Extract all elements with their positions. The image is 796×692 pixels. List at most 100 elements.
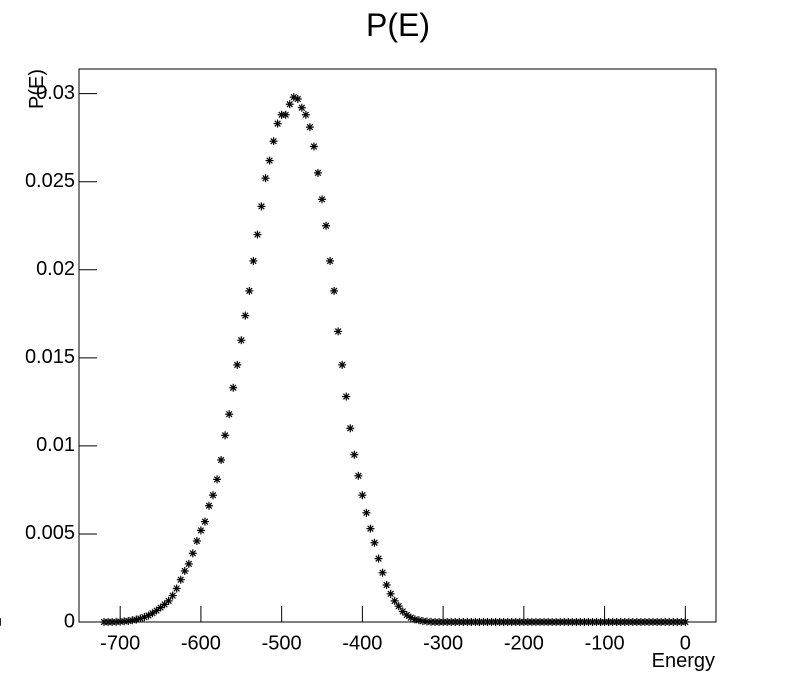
- data-point: [334, 327, 343, 336]
- data-point: [402, 610, 411, 619]
- marker-stroke: [193, 537, 201, 545]
- data-point: [200, 517, 209, 526]
- data-point: [168, 591, 177, 600]
- data-point: [342, 392, 351, 401]
- marker-stroke: [330, 287, 338, 295]
- marker-stroke: [286, 100, 293, 108]
- marker-stroke: [270, 137, 277, 145]
- data-point: [217, 455, 226, 464]
- data-point: [261, 174, 270, 183]
- marker-stroke: [318, 196, 326, 203]
- marker-stroke: [149, 609, 156, 617]
- marker-stroke: [298, 104, 306, 111]
- marker-stroke: [201, 518, 209, 525]
- data-point: [152, 606, 161, 615]
- data-point: [156, 603, 165, 612]
- data-point: [293, 94, 302, 103]
- data-point: [568, 618, 577, 626]
- marker-stroke: [250, 257, 257, 265]
- marker-stroke: [387, 590, 394, 598]
- data-point: [192, 536, 201, 545]
- marker-stroke: [189, 550, 197, 557]
- marker-stroke: [314, 169, 322, 177]
- data-point: [576, 618, 585, 626]
- x-tick-label: -700: [100, 632, 140, 654]
- data-point: [225, 410, 234, 419]
- marker-stroke: [258, 203, 265, 210]
- data-point: [269, 137, 278, 146]
- y-tick-label: 0.03: [36, 82, 75, 104]
- marker-stroke: [153, 607, 160, 614]
- data-point: [330, 286, 339, 295]
- y-axis-label: P(E): [26, 69, 48, 109]
- data-point: [180, 566, 189, 575]
- data-point: [350, 450, 359, 459]
- data-point: [233, 360, 242, 369]
- marker-stroke: [391, 597, 398, 605]
- marker-stroke: [242, 312, 249, 319]
- x-tick-label: -100: [585, 632, 625, 654]
- marker-stroke: [165, 597, 172, 605]
- data-point: [297, 103, 306, 112]
- data-point: [221, 431, 230, 440]
- x-tick-label: -300: [423, 632, 463, 654]
- data-point: [184, 559, 193, 568]
- marker-stroke: [310, 143, 318, 150]
- data-point: [273, 119, 282, 128]
- marker-stroke: [209, 491, 217, 499]
- marker-stroke: [129, 617, 136, 624]
- marker-stroke: [229, 384, 237, 391]
- marker-stroke: [133, 616, 140, 623]
- data-point: [370, 538, 379, 547]
- data-point: [188, 549, 197, 558]
- marker-stroke: [290, 93, 297, 101]
- marker-stroke: [351, 451, 358, 458]
- data-point: [265, 156, 274, 165]
- marker-stroke: [359, 491, 366, 499]
- marker-stroke: [383, 581, 390, 589]
- chart-title: P(E): [366, 7, 430, 43]
- x-tick-label: -600: [181, 632, 221, 654]
- data-point: [172, 584, 181, 593]
- x-tick-label: -200: [504, 632, 544, 654]
- marker-stroke: [197, 527, 205, 534]
- data-point: [209, 491, 218, 500]
- data-point: [338, 360, 347, 369]
- marker-stroke: [266, 157, 273, 164]
- data-point: [281, 110, 290, 119]
- data-point: [164, 596, 173, 605]
- data-point: [148, 609, 157, 618]
- y-tick-label: 0.025: [25, 170, 75, 192]
- marker-stroke: [322, 222, 330, 229]
- data-point: [237, 336, 246, 345]
- marker-stroke: [169, 592, 176, 599]
- data-point: [301, 110, 310, 119]
- plot-frame: [78, 68, 717, 623]
- marker-stroke: [363, 509, 370, 517]
- data-point: [354, 471, 363, 480]
- marker-stroke: [302, 111, 310, 119]
- data-point: [313, 168, 322, 177]
- x-axis-label: Energy: [652, 650, 715, 672]
- marker-stroke: [355, 472, 362, 480]
- data-point: [681, 618, 690, 626]
- data-point: [358, 491, 367, 500]
- data-point: [394, 602, 403, 611]
- data-point: [213, 475, 222, 484]
- marker-stroke: [407, 614, 415, 621]
- marker-stroke: [343, 393, 350, 400]
- marker-stroke: [334, 328, 342, 335]
- y-tick-label: 0: [64, 610, 75, 632]
- data-point: [318, 195, 327, 204]
- marker-stroke: [246, 287, 253, 295]
- marker-stroke: [274, 120, 281, 127]
- marker-stroke: [234, 361, 241, 369]
- marker-stroke: [177, 576, 184, 583]
- marker-stroke: [306, 123, 314, 131]
- marker-stroke: [254, 231, 261, 238]
- data-point: [204, 501, 213, 510]
- data-point: [196, 526, 205, 535]
- marker-stroke: [403, 611, 411, 619]
- marker-stroke: [367, 525, 374, 532]
